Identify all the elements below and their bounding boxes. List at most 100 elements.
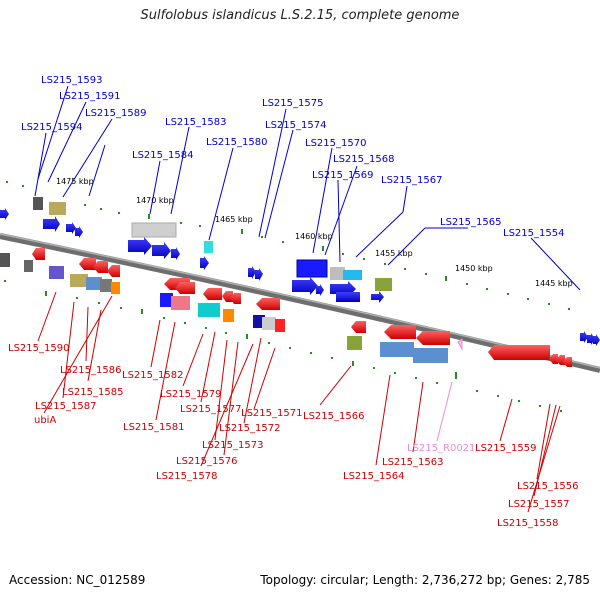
forward-gene-labels: LS215_1593 LS215_1591 LS215_1594 LS215_1… [21,75,564,239]
gene-label-ls215-1590: LS215_1590 [8,343,69,354]
gene-label-ls215-1580: LS215_1580 [206,137,267,148]
gene-label-ls215-1581: LS215_1581 [123,422,184,433]
gene-arrow [152,242,171,259]
gene-label-ls215-r0021: LS215_R0021 [407,443,475,454]
gene-label-ls215-1575: LS215_1575 [262,98,323,109]
gene-arrow [563,357,572,367]
gene-arrow [292,277,318,295]
scale-label-1465: 1465 kbp [215,215,253,224]
gene-box [49,266,64,279]
gene-arrow [171,247,180,260]
gene-label-ls215-1569: LS215_1569 [312,170,373,181]
gene-label-ls215-1571: LS215_1571 [241,408,302,419]
gene-arrow [79,258,96,270]
gene-arrow [200,256,209,270]
gene-label-ls215-1565: LS215_1565 [440,217,501,228]
gene-arrow [580,331,588,343]
gene-label-ls215-1567: LS215_1567 [381,175,442,186]
topology-label: Topology: circular; Length: 2,736,272 bp… [260,573,590,587]
accession-label: Accession: NC_012589 [9,573,146,587]
scale-label-1455: 1455 kbp [375,249,413,258]
scale-label-1450: 1450 kbp [455,264,493,273]
gene-label-ls215-1593: LS215_1593 [41,75,102,86]
gene-box [413,348,448,363]
scale-label-1445: 1445 kbp [535,279,573,288]
gene-box [336,292,360,302]
gene-arrow [351,321,366,333]
gene-box [131,222,177,238]
gene-label-ls215-1594: LS215_1594 [21,122,82,133]
gene-label-ls215-1572: LS215_1572 [219,423,280,434]
gene-label-ls215-1563: LS215_1563 [382,457,443,468]
gene-label-ls215-1576: LS215_1576 [176,456,237,467]
gene-label-ls215-1573: LS215_1573 [202,440,263,451]
forward-leader-lines [34,85,581,291]
gene-arrow [371,291,384,303]
gene-arrow [549,354,558,364]
gene-arrow [488,345,550,360]
gene-arrow [203,288,222,300]
gene-label-ls215-1574: LS215_1574 [265,120,326,131]
gene-box [343,270,362,280]
gene-label-ls215-1570: LS215_1570 [305,138,366,149]
gene-arrow [230,293,241,304]
gene-arrow [256,298,280,310]
gene-label-ls215-1559: LS215_1559 [475,443,536,454]
gene-label-ls215-1579: LS215_1579 [160,389,221,400]
gene-label-ls215-1582: LS215_1582 [122,370,183,381]
reverse-leader-lines [37,291,561,513]
gene-label-ls215-1591: LS215_1591 [59,91,120,102]
gene-arrow [556,355,565,365]
gene-box [347,336,362,350]
gene-box [330,267,345,280]
gene-arrow [107,265,120,277]
gene-label-ls215-1584: LS215_1584 [132,150,193,161]
gene-box [262,317,276,330]
gene-box [86,277,102,290]
gene-label-ls215-1568: LS215_1568 [333,154,394,165]
gene-box [24,260,33,272]
gene-arrow [43,216,60,232]
gene-arrow [32,248,45,260]
gene-label-ls215-1556: LS215_1556 [517,481,578,492]
gene-label-ubia: ubiA [34,415,56,426]
gene-box [160,293,173,307]
gene-box [296,259,328,278]
reverse-gene-labels: LS215_1590 LS215_1586 LS215_1585 LS215_1… [8,343,578,529]
gene-box [49,202,66,215]
gene-arrow [75,226,83,238]
gene-box [111,282,120,294]
rna-leader-line [436,381,453,442]
gene-arrow [128,237,152,255]
gene-box [171,296,190,310]
gene-box [198,303,220,317]
tick-row-outer [6,181,570,310]
gene-arrow [66,222,76,234]
gene-arrow [316,284,324,296]
gene-label-ls215-1566: LS215_1566 [303,411,364,422]
gene-box [33,197,43,210]
gene-box [70,274,88,287]
gene-box [100,279,112,292]
gene-box [204,241,213,253]
gene-arrow [593,334,600,346]
gene-label-ls215-1554: LS215_1554 [503,228,564,239]
gene-arrow [248,266,256,279]
tick-row-inner [4,280,562,412]
gene-box [375,278,392,291]
gene-box [0,253,10,267]
gene-label-ls215-1577: LS215_1577 [180,404,241,415]
gene-arrow [255,268,263,281]
scale-label-1475: 1475 kbp [56,177,94,186]
gene-label-ls215-1557: LS215_1557 [508,499,569,510]
gene-box [380,342,414,357]
gene-box [223,309,234,322]
scale-label-1470: 1470 kbp [136,196,174,205]
gene-label-ls215-1558: LS215_1558 [497,518,558,529]
gene-label-ls215-1578: LS215_1578 [156,471,217,482]
scale-label-1460: 1460 kbp [295,232,333,241]
gene-arrow [416,331,450,345]
genome-title: Sulfolobus islandicus L.S.2.15, complete… [140,8,460,23]
gene-arrow [0,208,9,220]
forward-genes [0,197,600,346]
